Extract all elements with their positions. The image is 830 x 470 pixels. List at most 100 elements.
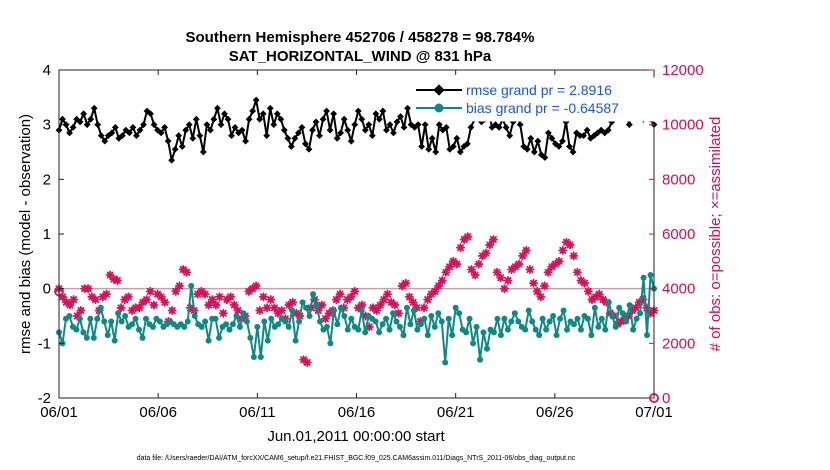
bias-point <box>198 323 205 330</box>
assimilated-obs-point <box>565 240 575 250</box>
bias-point <box>90 334 97 341</box>
rmse-point <box>354 107 362 115</box>
rmse-point <box>295 129 302 137</box>
rmse-point <box>527 134 535 142</box>
bias-point <box>337 304 344 311</box>
bias-point <box>560 307 567 314</box>
rmse-point <box>143 107 151 115</box>
assimilated-obs-point <box>357 300 367 310</box>
bias-point <box>94 315 101 322</box>
bias-point <box>543 326 550 333</box>
assimilated-obs-point <box>525 265 535 275</box>
assimilated-obs-point <box>58 292 68 302</box>
bias-point <box>480 329 487 336</box>
rmse-point <box>361 126 369 134</box>
rmse-point <box>136 126 144 134</box>
legend-bias-text: bias grand pr = -0.64587 <box>466 100 619 116</box>
assimilated-obs-point <box>401 278 411 288</box>
rmse-point <box>118 132 126 139</box>
assimilated-obs-point <box>91 295 101 305</box>
assimilated-obs-point <box>503 275 513 285</box>
rmse-point <box>453 134 461 142</box>
assimilated-obs-point <box>342 295 352 305</box>
x-tick-label: 06/01 <box>40 404 78 421</box>
assimilated-obs-point <box>642 303 652 313</box>
bias-point <box>470 340 477 347</box>
rmse-point <box>129 124 137 131</box>
assimilated-obs-point <box>353 303 363 313</box>
assimilated-obs-point <box>174 281 184 291</box>
assimilated-obs-point <box>247 284 257 294</box>
bias-point <box>101 318 108 325</box>
rmse-point <box>379 107 387 115</box>
rmse-point <box>594 129 602 137</box>
bias-point <box>282 318 289 325</box>
bias-point <box>637 310 644 317</box>
bias-point <box>508 318 515 325</box>
assimilated-obs-point <box>288 297 298 307</box>
rmse-point <box>365 121 373 129</box>
bias-point <box>205 337 212 344</box>
rmse-point <box>597 126 605 134</box>
bias-point <box>115 310 122 317</box>
assimilated-obs-point <box>258 292 268 302</box>
right-tick-label: 12000 <box>662 62 704 79</box>
assimilated-obs-point <box>156 292 166 302</box>
bias-point <box>393 318 400 325</box>
assimilated-obs-point <box>423 295 433 305</box>
rmse-series <box>55 80 658 164</box>
rmse-point <box>199 148 207 156</box>
rmse-point <box>548 134 556 142</box>
assimilated-obs-point <box>594 289 604 299</box>
bias-point <box>226 326 233 333</box>
bias-point <box>341 313 348 319</box>
rmse-point <box>555 143 563 150</box>
bias-point <box>522 326 529 333</box>
assimilated-obs-point <box>123 292 133 302</box>
rmse-point <box>259 110 267 118</box>
rmse-point <box>206 126 214 134</box>
bias-point <box>550 313 557 319</box>
rmse-point <box>231 124 239 131</box>
bias-point <box>504 326 511 333</box>
rmse-point <box>263 132 271 139</box>
bias-point <box>424 332 431 339</box>
assimilated-obs-series <box>54 232 659 367</box>
assimilated-obs-point <box>101 289 111 299</box>
bias-point <box>529 318 536 325</box>
bias-point <box>275 321 282 328</box>
assimilated-obs-point <box>598 295 608 305</box>
assimilated-obs-point <box>510 262 520 272</box>
bias-point <box>591 304 598 311</box>
assimilated-obs-point <box>291 308 301 318</box>
bias-point <box>344 326 351 333</box>
rmse-point <box>76 118 84 126</box>
bias-point <box>306 313 313 319</box>
rmse-point <box>87 115 95 123</box>
y-tick-label: 2 <box>43 171 51 188</box>
assimilated-obs-point <box>448 256 458 266</box>
rmse-point <box>326 126 334 134</box>
rmse-point <box>291 134 299 142</box>
bias-point <box>303 304 310 311</box>
bias-point <box>390 310 397 317</box>
rmse-point <box>393 118 401 126</box>
right-axis-ticks: 0 2000 4000 6000 8000 10000 12000 <box>649 62 704 407</box>
rmse-point <box>580 132 587 139</box>
bias-point <box>647 272 654 278</box>
rmse-point <box>108 129 116 137</box>
assimilated-obs-point <box>211 300 221 310</box>
bias-point <box>619 310 626 317</box>
bias-point <box>261 318 268 325</box>
bias-point <box>348 315 355 322</box>
x-tick-label: 06/26 <box>536 404 574 421</box>
assimilated-obs-point <box>623 311 633 321</box>
assimilated-obs-point <box>390 300 400 310</box>
bias-point <box>483 345 490 352</box>
bias-point <box>136 326 143 333</box>
assimilated-obs-point <box>529 278 539 288</box>
bias-point <box>501 315 508 322</box>
assimilated-obs-point <box>142 295 152 305</box>
assimilated-obs-point <box>397 281 407 291</box>
